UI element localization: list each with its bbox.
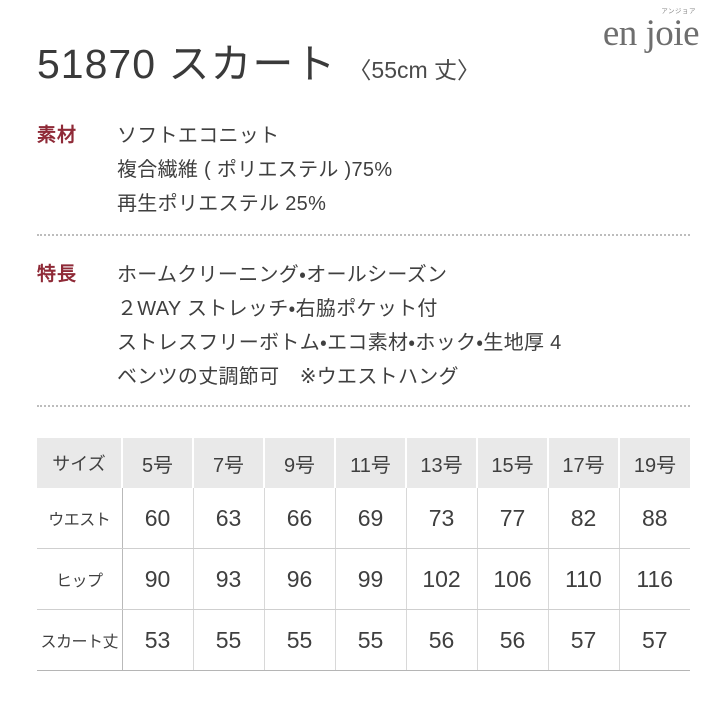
size-table-header-cell: 5号 [122,438,194,488]
table-cell: 106 [477,548,549,610]
spec-block-feature: 特長 ホームクリーニング・オールシーズン ２WAY ストレッチ・右脇ポケット付 … [37,258,562,394]
spec-line: ソフトエコニット [117,125,280,147]
spec-line: 再生ポリエステル 25% [117,193,327,215]
table-cell: 88 [619,488,690,549]
table-cell: 102 [406,548,478,610]
table-cell: 56 [477,609,549,671]
table-cell: 55 [264,609,336,671]
table-cell: 82 [548,488,620,549]
spec-label-feature: 特長 [37,264,78,285]
spec-line: 複合繊維 ( ポリエステル )75% [117,159,393,181]
table-row: ヒップ 90 93 96 99 102 106 110 116 [37,548,690,610]
size-table: サイズ 5号 7号 9号 11号 13号 15号 17号 19号 ウエスト 60… [37,438,690,671]
table-row: スカート丈 53 55 55 55 56 56 57 57 [37,609,690,671]
spec-line: ベンツの丈調節可 ※ウエストハング [117,366,459,388]
table-cell: 53 [122,609,194,671]
table-cell: 99 [335,548,407,610]
spec-line: ストレスフリーボトム・エコ素材・ホック・生地厚 4 [117,332,562,354]
table-cell: 110 [548,548,620,610]
table-cell: 60 [122,488,194,549]
table-cell: 55 [335,609,407,671]
table-row: ウエスト 60 63 66 69 73 77 82 88 [37,488,690,549]
spec-line: ホームクリーニング・オールシーズン [117,264,448,286]
spec-label-material: 素材 [37,125,78,146]
table-cell: 69 [335,488,407,549]
spec-values-feature: ホームクリーニング・オールシーズン ２WAY ストレッチ・右脇ポケット付 ストレ… [117,258,562,394]
size-table-header-cell: 13号 [406,438,478,488]
table-row-label: スカート丈 [37,609,123,671]
spec-values-material: ソフトエコニット 複合繊維 ( ポリエステル )75% 再生ポリエステル 25% [117,119,392,221]
brand-logo: アンジョア en joie [602,7,700,54]
size-table-header-label: サイズ [37,438,123,488]
table-cell: 116 [619,548,690,610]
size-table-header-cell: 9号 [264,438,336,488]
table-cell: 93 [193,548,265,610]
table-cell: 73 [406,488,478,549]
table-cell: 96 [264,548,336,610]
page-title-main: 51870 スカート [37,41,337,87]
brand-logo-text: en joie [602,12,700,54]
table-row-label: ウエスト [37,488,123,549]
page-title: 51870 スカート 〈55cm 丈〉 [37,44,480,85]
size-table-header-cell: 17号 [548,438,620,488]
size-table-header-cell: 11号 [335,438,407,488]
table-cell: 77 [477,488,549,549]
spec-line: ２WAY ストレッチ・右脇ポケット付 [117,298,438,320]
table-cell: 55 [193,609,265,671]
spec-block-material: 素材 ソフトエコニット 複合繊維 ( ポリエステル )75% 再生ポリエステル … [37,119,392,221]
table-cell: 63 [193,488,265,549]
table-cell: 57 [619,609,690,671]
size-table-header-cell: 7号 [193,438,265,488]
size-table-header-cell: 15号 [477,438,549,488]
table-row-label: ヒップ [37,548,123,610]
table-cell: 56 [406,609,478,671]
brand-logo-reading: アンジョア [661,7,696,15]
page-title-length-note: 〈55cm 丈〉 [348,57,481,83]
table-cell: 57 [548,609,620,671]
divider-material-feature [37,234,690,236]
table-cell: 66 [264,488,336,549]
divider-feature-table [37,405,690,407]
size-table-header-cell: 19号 [619,438,690,488]
table-cell: 90 [122,548,194,610]
size-table-header-row: サイズ 5号 7号 9号 11号 13号 15号 17号 19号 [37,438,690,488]
